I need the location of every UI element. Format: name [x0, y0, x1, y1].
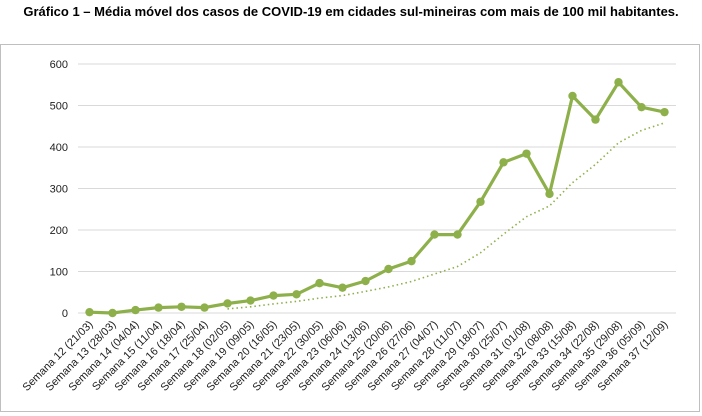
data-point	[660, 107, 669, 117]
data-point	[223, 299, 232, 308]
y-tick-label: 400	[50, 142, 68, 154]
y-tick-label: 0	[62, 308, 68, 320]
y-tick-label: 100	[50, 267, 68, 279]
data-point	[453, 230, 462, 239]
series-lines	[89, 80, 665, 315]
trend-line	[227, 122, 665, 310]
data-point	[338, 283, 347, 292]
data-point	[522, 149, 531, 158]
data-point	[545, 189, 554, 199]
y-axis: 0 100 200 300 400 500 600	[50, 59, 68, 320]
data-point	[614, 78, 623, 87]
data-point	[591, 115, 600, 124]
gridlines	[78, 63, 676, 314]
data-point	[499, 158, 508, 167]
data-point	[407, 256, 416, 266]
data-point	[85, 307, 94, 317]
data-point	[246, 296, 255, 305]
y-tick-label: 500	[50, 101, 68, 113]
chart-title: Gráfico 1 – Média móvel dos casos de COV…	[23, 4, 679, 19]
series-markers	[85, 78, 669, 318]
data-point	[361, 276, 370, 286]
data-point	[200, 303, 209, 312]
data-point	[315, 278, 324, 288]
y-tick-label: 300	[50, 184, 68, 196]
data-point	[177, 302, 186, 311]
data-point	[131, 305, 140, 315]
data-point	[637, 102, 646, 112]
y-tick-label: 600	[50, 59, 68, 71]
data-point	[384, 264, 393, 274]
data-point	[568, 91, 577, 101]
data-point	[292, 290, 301, 299]
series-line	[89, 80, 665, 315]
data-point	[269, 291, 278, 300]
data-point	[430, 230, 439, 239]
x-axis: Semana 12 (21/03)Semana 13 (28/03)Semana…	[21, 319, 671, 394]
data-point	[108, 308, 117, 318]
chart-frame	[0, 44, 700, 412]
y-tick-label: 200	[50, 225, 68, 237]
data-point	[476, 197, 485, 206]
data-point	[154, 303, 163, 312]
